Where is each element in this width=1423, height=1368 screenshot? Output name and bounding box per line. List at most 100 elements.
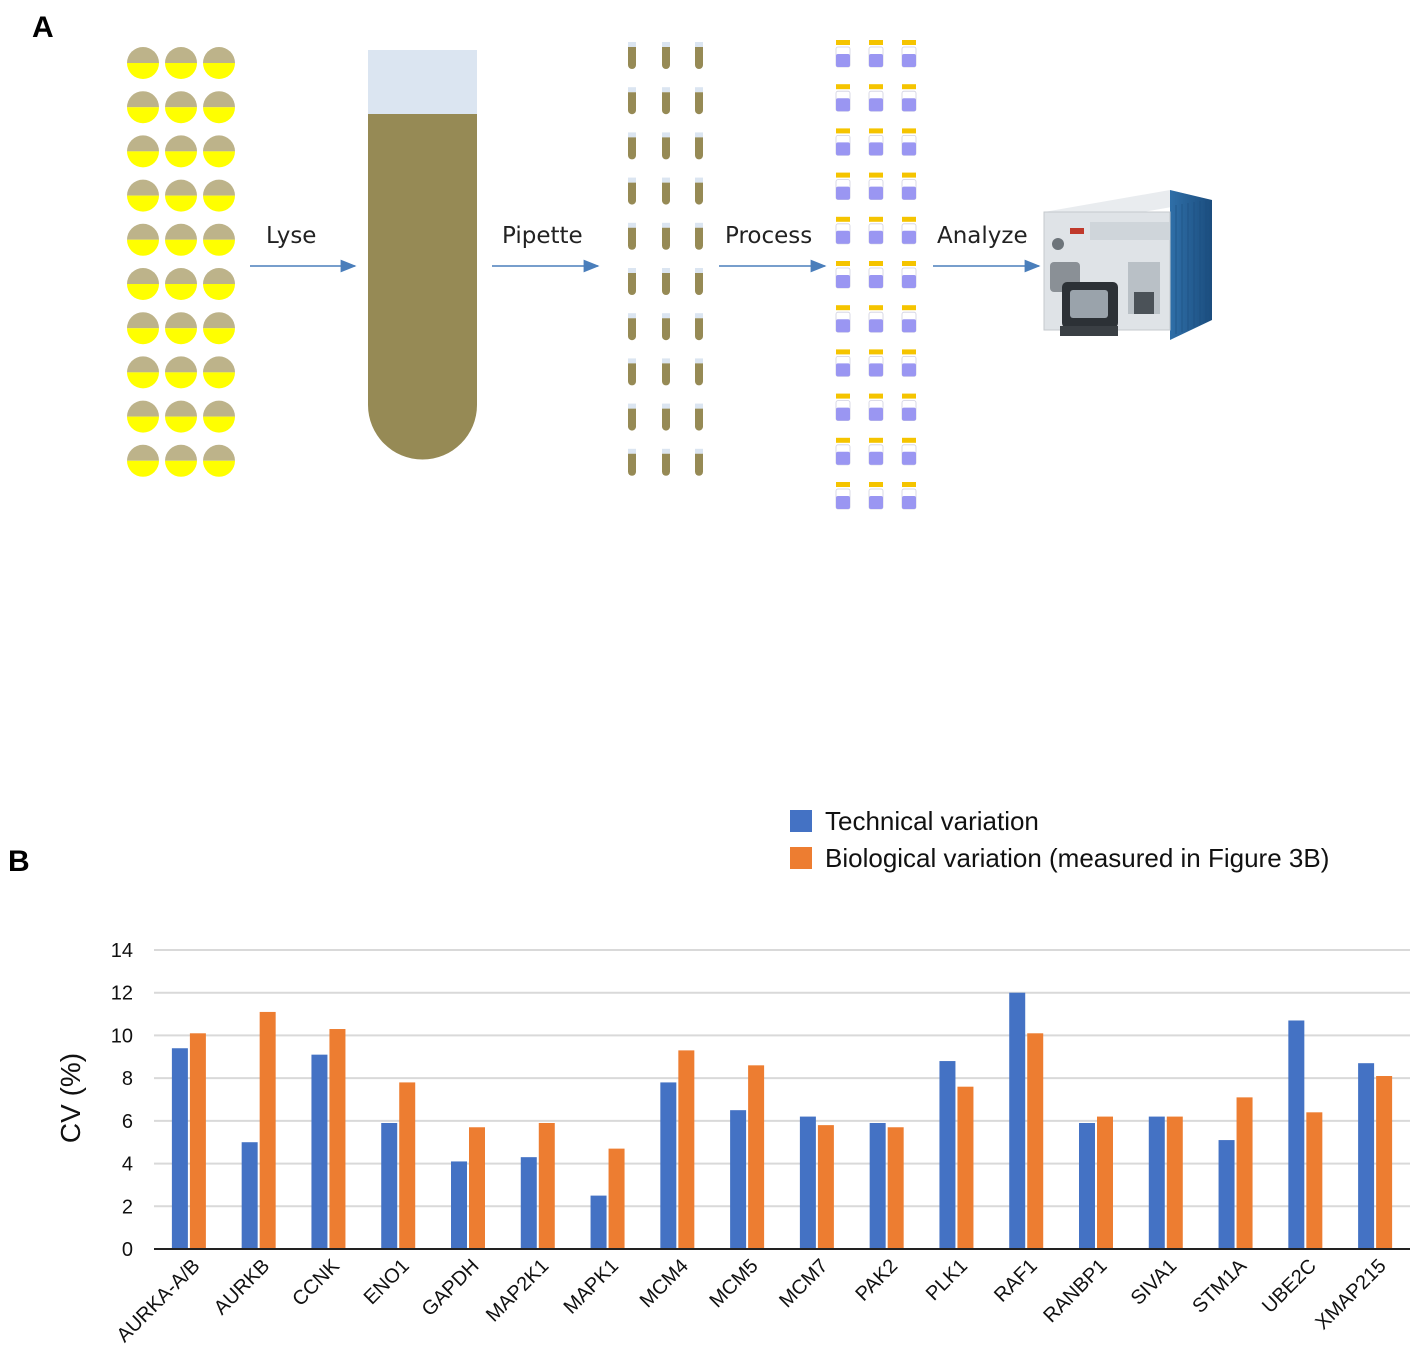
cell-icon bbox=[165, 135, 197, 168]
step-lyse: Lyse bbox=[250, 223, 357, 273]
step-label-pipette: Pipette bbox=[502, 223, 583, 249]
vial-icon bbox=[835, 437, 851, 466]
bar-technical-plk1 bbox=[939, 1061, 956, 1249]
bar-biological-xmap215 bbox=[1376, 1076, 1393, 1249]
cell-icon bbox=[165, 444, 197, 477]
bar-technical-raf1 bbox=[1009, 992, 1026, 1249]
vial-icon bbox=[835, 393, 851, 422]
aliquot-tube-icon bbox=[628, 448, 636, 476]
bar-technical-ccnk bbox=[311, 1054, 328, 1249]
cell-icon bbox=[127, 47, 159, 79]
aliquot-tube-icon bbox=[695, 132, 703, 160]
vial-icon bbox=[901, 349, 917, 377]
vial-icon bbox=[901, 40, 917, 68]
cell-icon bbox=[127, 312, 159, 345]
vial-icon bbox=[835, 305, 851, 333]
cell-icon bbox=[127, 444, 159, 477]
cell-icon bbox=[165, 223, 197, 256]
vial-icon bbox=[901, 437, 917, 466]
aliquot-tube-icon bbox=[662, 358, 670, 386]
vial-icon bbox=[835, 216, 851, 245]
x-category-label: MCM7 bbox=[775, 1255, 832, 1312]
vial-icon bbox=[835, 172, 851, 201]
step-process: Process bbox=[719, 223, 827, 273]
vial-icon bbox=[835, 349, 851, 377]
cell-icon bbox=[203, 223, 235, 256]
vial-icon bbox=[868, 261, 884, 289]
x-category-label: GAPDH bbox=[418, 1255, 484, 1321]
vial-icon bbox=[835, 84, 851, 112]
vial-icon bbox=[868, 349, 884, 377]
aliquot-tube-icon bbox=[662, 268, 670, 295]
aliquot-tube-icon bbox=[695, 268, 703, 295]
step-label-analyze: Analyze bbox=[937, 223, 1028, 249]
cell-icon bbox=[165, 91, 197, 124]
bar-biological-mcm5 bbox=[748, 1065, 765, 1249]
bar-biological-pak2 bbox=[887, 1127, 904, 1249]
x-category-label: RAF1 bbox=[990, 1255, 1042, 1307]
y-axis-title: CV (%) bbox=[55, 1053, 86, 1143]
vial-icon bbox=[835, 128, 851, 156]
chart-bars bbox=[171, 992, 1393, 1249]
vial-icon bbox=[868, 172, 884, 201]
aliquot-tube-icon bbox=[662, 42, 670, 69]
bar-biological-gapdh bbox=[469, 1127, 485, 1249]
cell-icon bbox=[203, 312, 235, 345]
panel-b: B Technical variation Biological variati… bbox=[8, 806, 1410, 1347]
x-category-label: STM1A bbox=[1188, 1255, 1251, 1318]
x-category-label: MCM5 bbox=[705, 1255, 762, 1312]
aliquot-tubes bbox=[628, 42, 703, 476]
y-tick-label: 2 bbox=[122, 1196, 133, 1218]
aliquot-tube-icon bbox=[662, 403, 670, 431]
bar-technical-mcm4 bbox=[660, 1082, 677, 1249]
aliquot-tube-icon bbox=[695, 42, 703, 69]
cell-icon bbox=[127, 268, 159, 300]
bar-biological-mapk1 bbox=[608, 1148, 625, 1249]
bar-technical-aurkb bbox=[241, 1142, 258, 1249]
cell-icon bbox=[165, 400, 197, 433]
bar-technical-xmap215 bbox=[1358, 1063, 1375, 1249]
x-category-label: MCM4 bbox=[636, 1255, 693, 1312]
aliquot-tube-icon bbox=[628, 177, 636, 205]
vial-icon bbox=[901, 172, 917, 201]
vial-icon bbox=[901, 261, 917, 289]
bar-technical-mcm5 bbox=[730, 1110, 747, 1249]
y-tick-label: 8 bbox=[122, 1068, 133, 1090]
cell-icon bbox=[203, 444, 235, 477]
bar-technical-gapdh bbox=[451, 1161, 467, 1249]
aliquot-tube-icon bbox=[628, 87, 636, 115]
aliquot-tube-icon bbox=[628, 268, 636, 295]
vial-icon bbox=[901, 482, 917, 510]
x-category-label: SIVA1 bbox=[1127, 1255, 1182, 1310]
cell-icon bbox=[203, 135, 235, 168]
aliquot-tube-icon bbox=[662, 448, 670, 476]
bar-biological-siva1 bbox=[1166, 1116, 1183, 1249]
vial-icon bbox=[868, 437, 884, 466]
y-tick-label: 6 bbox=[122, 1111, 133, 1133]
aliquot-tube-icon bbox=[628, 403, 636, 431]
x-category-label: RANBP1 bbox=[1039, 1255, 1111, 1327]
bar-biological-stm1a bbox=[1236, 1097, 1253, 1249]
x-category-label: MAP2K1 bbox=[482, 1255, 553, 1326]
cell-icon bbox=[127, 223, 159, 256]
bar-biological-eno1 bbox=[399, 1082, 416, 1249]
y-axis-ticks: 0 2 4 6 8 10 12 14 bbox=[111, 940, 133, 1261]
bar-biological-ube2c bbox=[1306, 1112, 1323, 1249]
vial-icon bbox=[835, 482, 851, 510]
cell-icon bbox=[165, 268, 197, 300]
aliquot-tube-icon bbox=[695, 177, 703, 205]
bar-biological-ccnk bbox=[329, 1029, 346, 1249]
vial-icon bbox=[901, 216, 917, 245]
cell-icon bbox=[127, 356, 159, 389]
x-category-label: AURKA-A/B bbox=[113, 1255, 205, 1347]
cell-icon bbox=[165, 312, 197, 345]
bar-technical-eno1 bbox=[381, 1122, 398, 1249]
cell-icon bbox=[165, 47, 197, 79]
panel-a: A Lyse Pipette Process Analyze bbox=[32, 11, 1212, 510]
step-analyze: Analyze bbox=[933, 223, 1041, 273]
bar-technical-ube2c bbox=[1288, 1020, 1305, 1249]
x-category-label: XMAP215 bbox=[1311, 1255, 1390, 1334]
vial-icon bbox=[835, 40, 851, 68]
vial-icon bbox=[868, 305, 884, 333]
